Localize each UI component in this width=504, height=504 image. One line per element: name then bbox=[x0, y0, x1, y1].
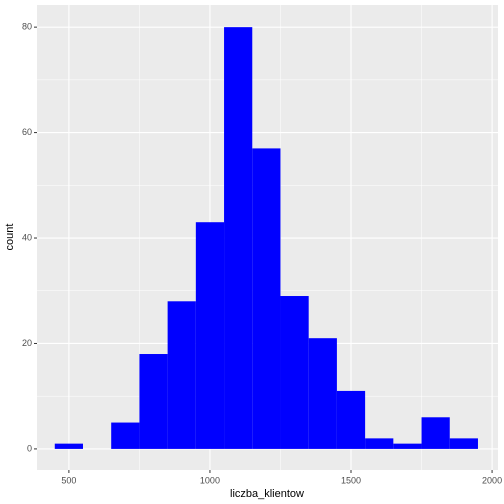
bar bbox=[167, 301, 196, 449]
y-tick-label: 60 bbox=[22, 127, 32, 137]
labels: 500 1000 1500 2000 0 20 40 60 80 bbox=[22, 22, 502, 486]
y-tick-label: 80 bbox=[22, 22, 32, 32]
bar bbox=[139, 354, 168, 449]
bar bbox=[224, 27, 253, 449]
y-tick-label: 40 bbox=[22, 232, 32, 242]
bar bbox=[421, 417, 450, 449]
y-tick-label: 0 bbox=[27, 443, 32, 453]
bar bbox=[195, 222, 225, 449]
bar bbox=[252, 148, 281, 449]
x-tick-label: 1500 bbox=[341, 475, 361, 485]
y-tick-label: 20 bbox=[22, 338, 32, 348]
x-axis-title: liczba_klientow bbox=[230, 488, 304, 500]
bar bbox=[308, 338, 337, 449]
bar bbox=[336, 390, 366, 449]
bar bbox=[449, 438, 478, 449]
x-tick-label: 500 bbox=[61, 475, 76, 485]
x-tick-label: 2000 bbox=[482, 475, 502, 485]
bar bbox=[111, 422, 140, 449]
y-axis-title: count bbox=[4, 224, 16, 251]
bar bbox=[365, 438, 394, 449]
x-tick-label: 1000 bbox=[200, 475, 220, 485]
bar bbox=[393, 443, 422, 449]
bar bbox=[54, 443, 83, 449]
bar bbox=[280, 296, 309, 449]
bars bbox=[54, 27, 478, 449]
